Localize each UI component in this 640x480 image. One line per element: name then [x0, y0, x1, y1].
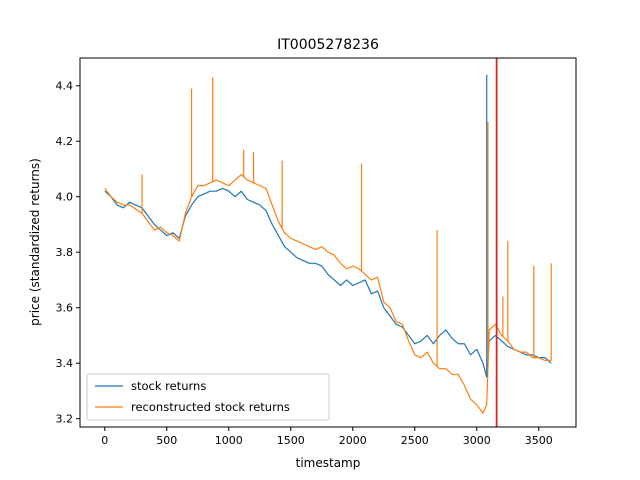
legend-label-stock-returns: stock returns [131, 379, 206, 393]
y-tick-label: 3.8 [56, 246, 74, 259]
y-axis: 3.2 3.4 3.6 3.8 4.0 4.2 4.4 [56, 80, 80, 426]
legend-label-reconstructed: reconstructed stock returns [131, 400, 290, 414]
series-line-stock-returns [104, 187, 552, 378]
x-tick-label: 500 [156, 434, 177, 447]
x-axis-label: timestamp [296, 456, 361, 470]
legend: stock returns reconstructed stock return… [86, 373, 330, 421]
x-axis: 0 500 1000 1500 2000 2500 3000 3500 [101, 427, 553, 447]
y-tick-label: 3.6 [56, 302, 74, 315]
x-tick-label: 2500 [401, 434, 429, 447]
x-tick-label: 3000 [463, 434, 491, 447]
y-tick-label: 3.2 [56, 413, 74, 426]
plot-frame [79, 57, 577, 428]
y-tick-label: 4.0 [56, 191, 74, 204]
x-tick-label: 1500 [277, 434, 305, 447]
chart-title: IT0005278236 [277, 37, 379, 53]
legend-box [86, 373, 330, 421]
x-tick-label: 1000 [215, 434, 243, 447]
series-line-reconstructed-stock-returns [104, 173, 552, 414]
y-tick-label: 4.2 [56, 135, 74, 148]
plot-area [79, 57, 577, 428]
y-tick-label: 3.4 [56, 357, 74, 370]
x-tick-label: 3500 [525, 434, 553, 447]
y-axis-label: price (standardized returns) [28, 158, 42, 326]
x-tick-label: 0 [101, 434, 108, 447]
x-tick-label: 2000 [339, 434, 367, 447]
y-tick-label: 4.4 [56, 80, 74, 93]
